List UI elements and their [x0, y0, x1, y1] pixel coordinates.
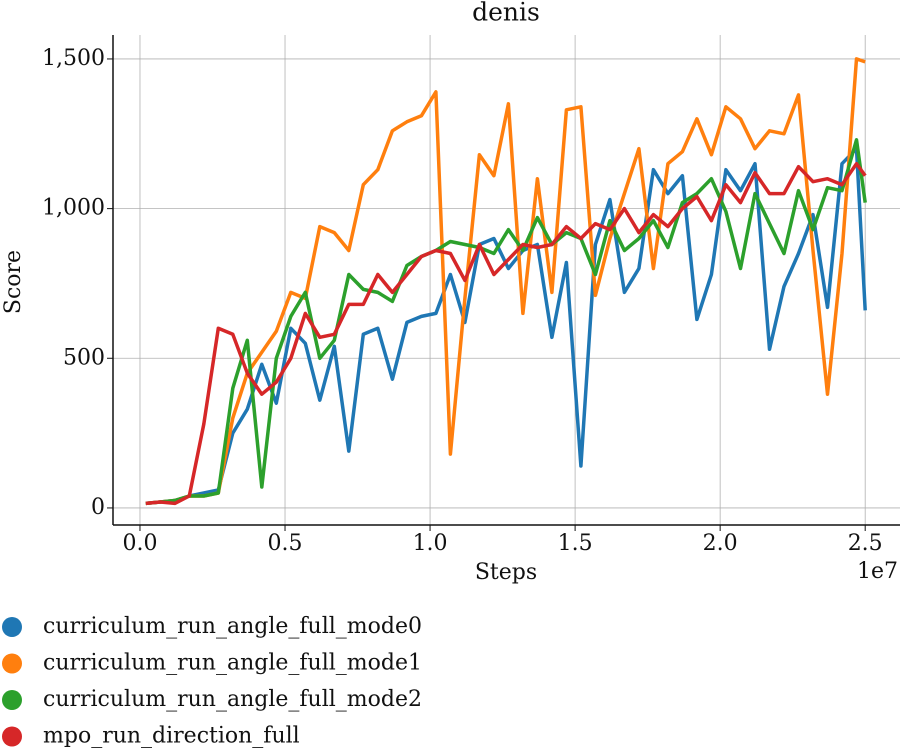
x-tick-label: 1.0	[413, 531, 448, 556]
legend-marker	[2, 617, 22, 637]
y-tick-label: 1,000	[42, 196, 105, 221]
series-line	[145, 57, 866, 506]
series-line	[145, 161, 867, 506]
x-tick-label: 0.5	[268, 531, 303, 556]
y-tick-label: 500	[63, 345, 105, 370]
x-tick-label: 2.5	[848, 531, 883, 556]
legend-label: curriculum_run_angle_full_mode2	[43, 687, 422, 712]
x-axis-label: Steps	[475, 560, 537, 585]
x-offset-label: 1e7	[857, 559, 898, 584]
legend-marker	[2, 726, 22, 747]
x-tick-label: 1.5	[558, 531, 593, 556]
legend-marker	[2, 690, 22, 710]
legend-label: curriculum_run_angle_full_mode1	[43, 651, 422, 676]
legend-label: curriculum_run_angle_full_mode0	[43, 614, 422, 639]
y-axis-label: Score	[1, 250, 26, 314]
x-tick-label: 0.0	[122, 531, 157, 556]
x-tick-label: 2.0	[703, 531, 738, 556]
series-line	[145, 146, 867, 506]
y-tick-label: 0	[91, 495, 105, 520]
legend-label: mpo_run_direction_full	[43, 724, 300, 749]
legend-marker	[2, 653, 22, 674]
chart-title: denis	[472, 0, 540, 27]
series-line	[145, 138, 867, 506]
y-tick-label: 1,500	[42, 46, 105, 71]
